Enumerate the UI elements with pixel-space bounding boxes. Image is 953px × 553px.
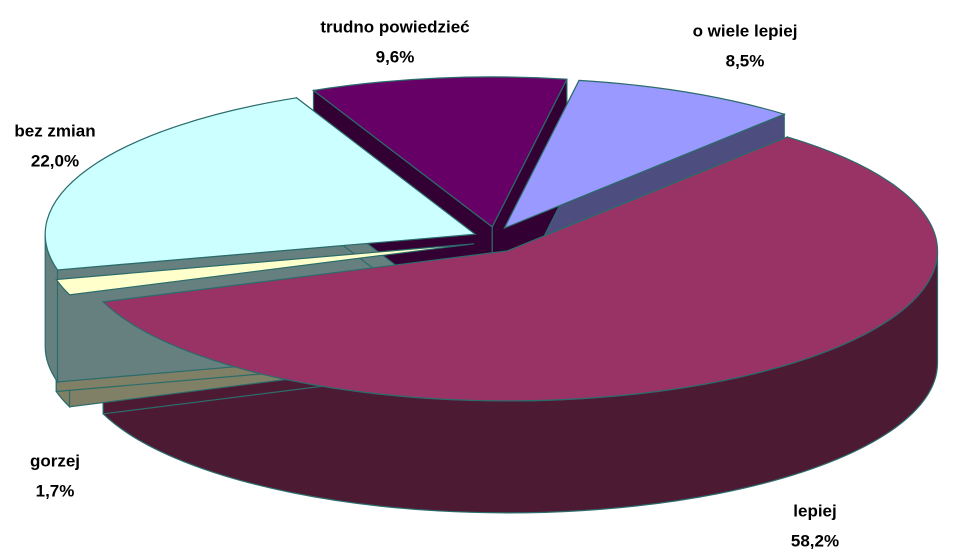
slice: [503, 79, 787, 230]
slice-value-label: 8,5%: [726, 51, 765, 70]
slice-value-label: 58,2%: [791, 531, 839, 550]
slice: [55, 243, 475, 296]
slice-label: lepiej: [793, 501, 836, 520]
slice: [312, 76, 568, 228]
pie-tops: [44, 76, 939, 402]
slice-label: o wiele lepiej: [693, 21, 798, 40]
slice: [44, 97, 477, 271]
slice-label: trudno powiedzieć: [320, 17, 469, 36]
slice: [101, 136, 939, 402]
slice-label: gorzej: [30, 451, 80, 470]
slice-label: bez zmian: [14, 121, 95, 140]
slice-value-label: 22,0%: [31, 151, 79, 170]
slice-value-label: 9,6%: [376, 47, 415, 66]
slice-value-label: 1,7%: [36, 481, 75, 500]
